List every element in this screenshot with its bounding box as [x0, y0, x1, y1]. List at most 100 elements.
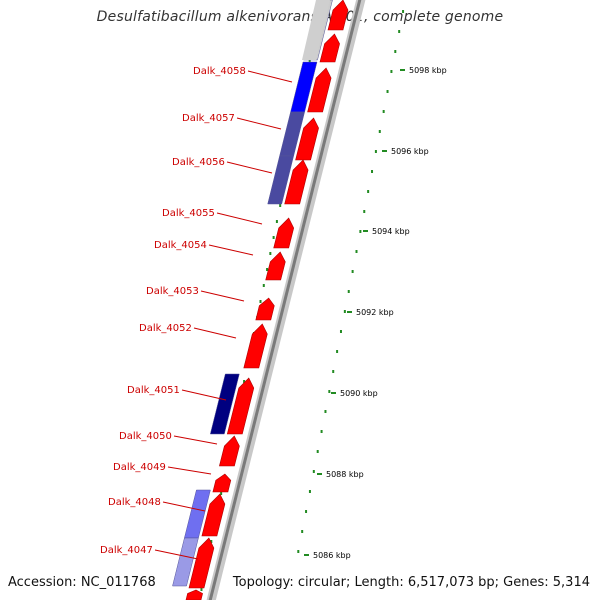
position-label: 5092 kbp [356, 308, 394, 317]
forward-gene-arrow [185, 589, 203, 600]
tick-mark [339, 330, 342, 333]
forward-gene-arrow [327, 0, 349, 31]
tick-mark [308, 490, 311, 493]
gene-label[interactable]: Dalk_4055 [162, 208, 215, 219]
gene-label[interactable]: Dalk_4052 [139, 323, 192, 334]
position-label: 5090 kbp [340, 389, 378, 398]
tick-mark [336, 350, 339, 353]
tick-mark [359, 230, 362, 233]
reverse-gene-block [209, 373, 240, 435]
forward-gene-arrow [201, 493, 226, 537]
inner-tick-mark [262, 284, 265, 287]
reverse-gene-block [302, 0, 330, 60]
gene-leader-line [193, 327, 237, 339]
position-label: 5086 kbp [313, 551, 351, 560]
tick-ring [297, 10, 405, 553]
forward-gene-arrow [219, 435, 240, 467]
tick-mark [390, 70, 393, 73]
gene-label[interactable]: Dalk_4056 [172, 157, 225, 168]
accession-label: Accession: NC_011768 [8, 575, 156, 590]
forward-gene-arrow [265, 251, 286, 281]
tick-mark [374, 150, 377, 153]
position-label: 5088 kbp [326, 470, 364, 479]
gene-leader-line [208, 244, 254, 256]
forward-gene-arrow [255, 297, 275, 321]
inner-tick-mark [243, 380, 246, 383]
gene-leader-line [200, 290, 245, 302]
forward-strand-track [185, 0, 349, 600]
gene-label-layer: Dalk_4058 Dalk_4057 Dalk_4056 Dalk_4055 Dalk… [100, 66, 293, 560]
forward-gene-arrow [307, 67, 332, 113]
tick-mark [301, 530, 304, 533]
gene-leader-line [167, 466, 212, 475]
gene-leader-line [173, 435, 218, 445]
reverse-gene-block [267, 155, 294, 205]
gene-leader-line [247, 70, 293, 83]
tick-mark [305, 510, 308, 513]
tick-mark [398, 30, 401, 33]
inner-tick-mark [210, 540, 213, 543]
forward-gene-arrow [243, 323, 268, 369]
topology-label: Topology: circular; Length: 6,517,073 bp… [232, 575, 590, 590]
tick-mark [367, 190, 370, 193]
gene-leader-line [226, 161, 273, 174]
map-title: Desulfatibacillum alkenivorans AK-01, co… [96, 9, 504, 25]
forward-gene-arrow [319, 33, 340, 63]
gene-label[interactable]: Dalk_4050 [119, 431, 172, 442]
tick-mark [316, 450, 319, 453]
gene-leader-line [154, 549, 199, 560]
inner-tick-mark [275, 220, 278, 223]
tick-mark [343, 310, 346, 313]
reverse-gene-block [172, 537, 199, 587]
inner-tick-mark [308, 60, 311, 63]
inner-tick-mark [200, 588, 203, 591]
gene-leader-line [181, 389, 227, 401]
tick-mark [351, 270, 354, 273]
gene-label[interactable]: Dalk_4058 [193, 66, 246, 77]
inner-tick-mark [220, 492, 223, 495]
gene-label[interactable]: Dalk_4047 [100, 545, 153, 556]
gene-label[interactable]: Dalk_4051 [127, 385, 180, 396]
gene-label[interactable]: Dalk_4054 [154, 240, 207, 251]
gene-leader-line [236, 117, 282, 130]
forward-gene-arrow [212, 473, 232, 493]
position-label: 5098 kbp [409, 66, 447, 75]
position-label-layer: 5098 kbp 5096 kbp 5094 kbp 5092 kbp 5090 kbp… [304, 66, 447, 560]
reverse-strand-track [172, 0, 333, 587]
gene-label[interactable]: Dalk_4048 [108, 497, 161, 508]
tick-mark [328, 390, 331, 393]
tick-mark [332, 370, 335, 373]
backbone [206, 0, 366, 600]
tick-mark [297, 550, 300, 553]
tick-mark [394, 50, 397, 53]
forward-gene-arrow [284, 159, 309, 205]
gene-label[interactable]: Dalk_4049 [113, 462, 166, 473]
tick-mark [312, 470, 315, 473]
inner-tick-mark [266, 268, 269, 271]
tick-mark [363, 210, 366, 213]
inner-tick-mark [269, 252, 272, 255]
tick-mark [320, 430, 323, 433]
gene-label[interactable]: Dalk_4057 [182, 113, 235, 124]
tick-mark [324, 410, 327, 413]
inner-tick-mark [272, 236, 275, 239]
position-label: 5094 kbp [372, 227, 410, 236]
tick-mark [382, 110, 385, 113]
tick-mark [347, 290, 350, 293]
gene-leader-line [162, 501, 206, 512]
tick-mark [378, 130, 381, 133]
tick-mark [402, 10, 405, 13]
forward-gene-arrow [273, 217, 295, 249]
forward-gene-arrow [188, 537, 215, 589]
inner-tick-mark [279, 204, 282, 207]
tick-mark [386, 90, 389, 93]
forward-gene-arrow [295, 117, 319, 161]
tick-mark [355, 250, 358, 253]
tick-mark [371, 170, 374, 173]
inner-tick-mark [259, 300, 262, 303]
gene-leader-line [216, 212, 263, 225]
position-label: 5096 kbp [391, 147, 429, 156]
gene-label[interactable]: Dalk_4053 [146, 286, 199, 297]
forward-gene-arrow [226, 377, 255, 435]
